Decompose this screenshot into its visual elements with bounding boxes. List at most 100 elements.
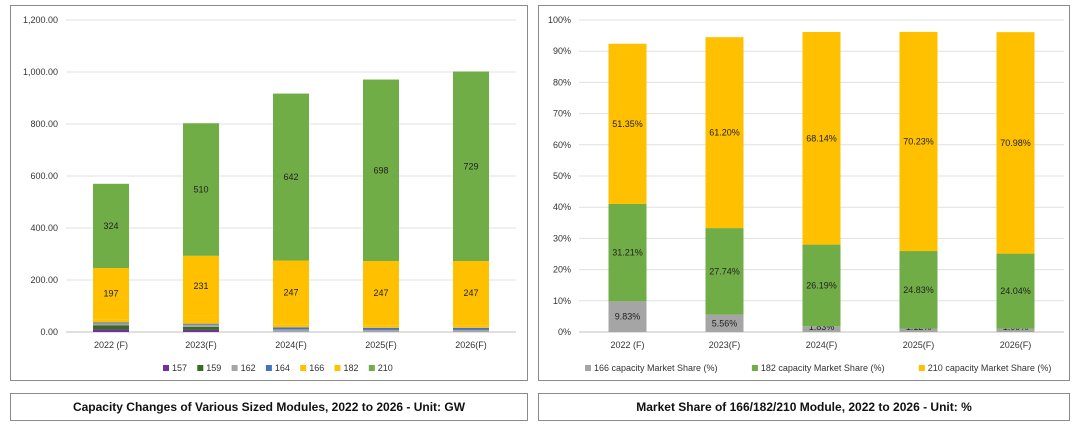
share-y-tick-label: 50% (553, 171, 571, 181)
capacity-bar-segment (183, 326, 219, 330)
capacity-data-label: 247 (373, 288, 388, 298)
capacity-legend-swatch (197, 365, 204, 371)
share-y-tick-label: 0% (558, 327, 571, 337)
share-data-label: 70.98% (1000, 138, 1031, 148)
share-bar-segment (608, 43, 647, 204)
share-legend-swatch (918, 365, 925, 371)
capacity-legend-swatch (368, 365, 375, 371)
capacity-x-tick-label: 2023(F) (185, 340, 217, 350)
capacity-data-label: 510 (193, 185, 208, 195)
capacity-bar-segment (273, 329, 309, 332)
capacity-data-label: 642 (283, 172, 298, 182)
capacity-bar-segment (183, 329, 219, 332)
share-y-tick-label: 100% (548, 15, 571, 25)
capacity-bar-segment (93, 268, 129, 320)
share-y-tick-label: 80% (553, 77, 571, 87)
capacity-bar-segment (273, 327, 309, 330)
capacity-legend-label: 210 (378, 363, 393, 373)
capacity-bar-segment (93, 329, 129, 332)
share-data-label: 70.23% (903, 136, 934, 146)
capacity-y-tick-label: 1,200.00 (23, 15, 58, 25)
capacity-x-tick-label: 2024(F) (275, 340, 307, 350)
share-data-label: 1.83% (809, 322, 835, 332)
share-bar-segment (802, 326, 841, 332)
share-data-label: 24.04% (1000, 286, 1031, 296)
capacity-y-tick-label: 1,000.00 (23, 67, 58, 77)
capacity-data-label: 247 (283, 288, 298, 298)
share-y-tick-label: 20% (553, 265, 571, 275)
capacity-bar-segment (453, 325, 489, 328)
share-bar-segment (608, 301, 647, 332)
share-bar-segment (899, 31, 938, 252)
capacity-legend-label: 157 (172, 363, 187, 373)
capacity-bar-segment (183, 323, 219, 325)
share-data-label: 9.83% (615, 312, 641, 322)
capacity-x-tick-label: 2022 (F) (94, 340, 128, 350)
share-bar-segment (705, 228, 744, 315)
capacity-bar-segment (363, 327, 399, 330)
capacity-data-label: 324 (103, 221, 118, 231)
share-data-label: 61.20% (709, 128, 740, 138)
capacity-bar-segment (93, 322, 129, 324)
capacity-bar-segment (273, 324, 309, 328)
share-x-tick-label: 2026(F) (1000, 340, 1032, 350)
capacity-y-tick-label: 400.00 (30, 223, 58, 233)
capacity-bar-segment (273, 260, 309, 325)
capacity-bar-segment (93, 323, 129, 326)
capacity-chart-caption: Capacity Changes of Various Sized Module… (10, 393, 528, 421)
capacity-y-tick-label: 800.00 (30, 119, 58, 129)
capacity-data-label: 729 (463, 161, 478, 171)
share-bar-segment (996, 32, 1035, 254)
capacity-chart-panel: 0.00 200.00 400.00 600.00 800.00 1,000.00 1,20… (10, 5, 528, 381)
share-y-tick-label: 60% (553, 140, 571, 150)
capacity-data-label: 197 (103, 289, 118, 299)
capacity-bar-segment (183, 255, 219, 316)
capacity-bar-segment (183, 324, 219, 327)
share-y-tick-label: 70% (553, 109, 571, 119)
share-bar-segment (802, 244, 841, 327)
capacity-bar-segment (453, 261, 489, 326)
share-bar-segment (608, 203, 647, 302)
capacity-bar-segment (93, 325, 129, 330)
capacity-legend-label: 166 (309, 363, 324, 373)
market-share-chart-panel: 0% 10% 20% 30% 40% 50% 60% 70% 80% 90% 100% 9.83% 31… (538, 5, 1070, 381)
market-share-chart-caption: Market Share of 166/182/210 Module, 2022… (538, 393, 1070, 421)
share-x-tick-label: 2025(F) (903, 340, 935, 350)
share-data-label: 27.74% (709, 266, 740, 276)
capacity-data-label: 698 (373, 165, 388, 175)
capacity-bar-segment (363, 261, 399, 326)
share-data-label: 68.14% (806, 133, 837, 143)
capacity-y-tick-label: 0.00 (40, 327, 58, 337)
capacity-x-tick-label: 2026(F) (455, 340, 487, 350)
share-x-tick-label: 2022 (F) (610, 340, 644, 350)
capacity-legend-label: 182 (344, 363, 359, 373)
share-legend-label: 210 capacity Market Share (%) (928, 363, 1052, 373)
capacity-legend-swatch (163, 365, 169, 371)
capacity-legend-label: 164 (275, 363, 290, 373)
capacity-legend-swatch (334, 365, 341, 371)
capacity-data-label: 231 (193, 281, 208, 291)
capacity-legend-label: 159 (206, 363, 221, 373)
capacity-bar-segment (93, 183, 129, 269)
capacity-data-label: 247 (463, 288, 478, 298)
share-x-tick-label: 2023(F) (709, 340, 741, 350)
capacity-bar-segment (363, 329, 399, 332)
capacity-chart: 0.00 200.00 400.00 600.00 800.00 1,000.00 1,20… (23, 15, 516, 373)
capacity-bar-segment (363, 325, 399, 328)
capacity-bar-segment (363, 79, 399, 262)
capacity-legend-label: 162 (241, 363, 256, 373)
share-y-tick-label: 40% (553, 202, 571, 212)
share-legend-swatch (585, 365, 591, 371)
share-data-label: 24.83% (903, 285, 934, 295)
share-data-label: 5.56% (712, 318, 738, 328)
capacity-bar-segment (453, 71, 489, 262)
share-bar-segment (705, 37, 744, 229)
capacity-y-tick-label: 200.00 (30, 275, 58, 285)
share-data-label: 26.19% (806, 280, 837, 290)
capacity-bar-segment (93, 319, 129, 323)
capacity-legend-swatch (265, 365, 272, 371)
capacity-x-tick-label: 2025(F) (365, 340, 397, 350)
capacity-legend-swatch (300, 365, 307, 371)
share-legend-swatch (751, 365, 758, 371)
share-bar-segment (996, 253, 1035, 329)
